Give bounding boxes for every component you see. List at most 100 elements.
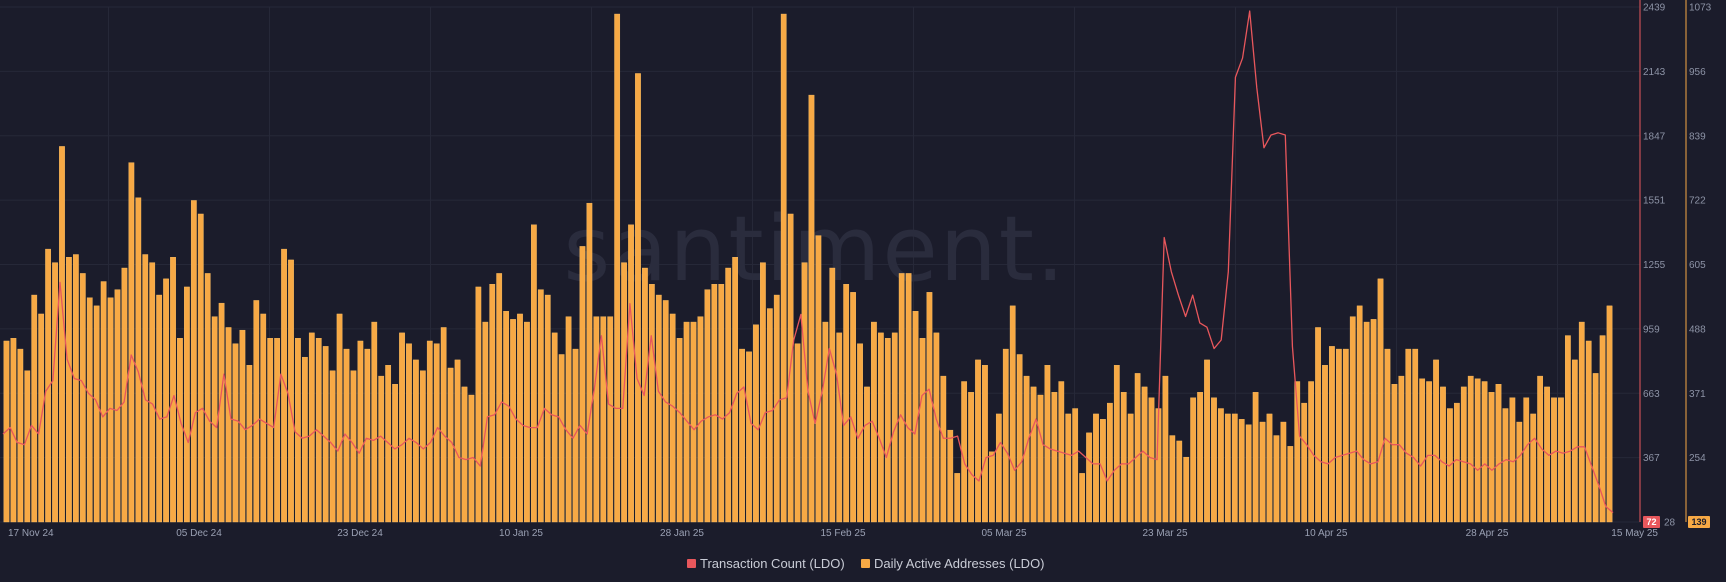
daa-bar[interactable]	[586, 202, 593, 523]
daa-bar[interactable]	[565, 316, 572, 523]
daa-bar[interactable]	[1599, 335, 1606, 523]
daa-bar[interactable]	[1488, 392, 1495, 523]
daa-bar[interactable]	[66, 257, 72, 523]
daa-bar[interactable]	[1558, 397, 1564, 523]
daa-bar[interactable]	[1495, 384, 1502, 523]
daa-bar[interactable]	[1585, 340, 1592, 523]
daa-bar[interactable]	[503, 311, 509, 523]
daa-bar[interactable]	[288, 259, 294, 523]
daa-bar[interactable]	[1287, 446, 1294, 523]
daa-bar[interactable]	[753, 324, 759, 523]
daa-bar[interactable]	[1190, 397, 1197, 523]
daa-bar[interactable]	[475, 286, 482, 523]
daa-bar[interactable]	[378, 375, 385, 523]
daa-bar[interactable]	[683, 321, 690, 523]
daa-bar[interactable]	[1197, 392, 1203, 523]
daa-bar[interactable]	[1391, 384, 1398, 523]
daa-bar[interactable]	[551, 332, 558, 523]
daa-bar[interactable]	[170, 257, 176, 523]
daa-bar[interactable]	[1502, 408, 1509, 523]
daa-bar[interactable]	[1079, 473, 1085, 523]
daa-bar[interactable]	[510, 319, 516, 523]
daa-bar[interactable]	[544, 294, 551, 523]
daa-bar[interactable]	[1419, 378, 1426, 523]
daa-bar[interactable]	[1571, 359, 1578, 523]
daa-bar[interactable]	[794, 343, 801, 523]
daa-bar[interactable]	[524, 321, 530, 523]
daa-bar[interactable]	[732, 257, 739, 523]
daa-bar[interactable]	[898, 273, 905, 523]
daa-bar[interactable]	[857, 343, 863, 523]
daa-bar[interactable]	[433, 343, 440, 523]
daa-bar[interactable]	[1120, 392, 1127, 523]
daa-bar[interactable]	[399, 332, 405, 523]
daa-bar[interactable]	[773, 294, 780, 523]
daa-bar[interactable]	[1218, 408, 1224, 523]
daa-bar[interactable]	[1169, 435, 1176, 523]
daa-bar[interactable]	[45, 248, 51, 523]
daa-bar[interactable]	[1370, 319, 1377, 523]
daa-bar[interactable]	[968, 392, 974, 523]
daa-bar[interactable]	[1322, 365, 1328, 523]
daa-bar[interactable]	[1606, 305, 1613, 523]
daa-bar[interactable]	[357, 340, 364, 523]
daa-bar[interactable]	[1481, 381, 1488, 523]
daa-bar[interactable]	[1273, 435, 1280, 523]
daa-bar[interactable]	[864, 386, 870, 523]
daa-bar[interactable]	[1148, 397, 1155, 523]
daa-bar[interactable]	[579, 246, 586, 523]
daa-bar[interactable]	[954, 473, 961, 523]
daa-bar[interactable]	[1412, 348, 1419, 523]
daa-bar[interactable]	[607, 316, 614, 523]
daa-bar[interactable]	[253, 300, 260, 523]
daa-bar[interactable]	[1280, 421, 1287, 523]
daa-bar[interactable]	[406, 343, 412, 523]
daa-bar[interactable]	[1530, 413, 1537, 523]
daa-bar[interactable]	[648, 284, 655, 523]
daa-bar[interactable]	[426, 340, 433, 523]
daa-bar[interactable]	[1113, 365, 1120, 523]
daa-bar[interactable]	[225, 327, 232, 523]
daa-bar[interactable]	[829, 267, 836, 523]
daa-bar[interactable]	[1460, 386, 1467, 523]
daa-bar[interactable]	[295, 338, 301, 523]
daa-bar[interactable]	[989, 451, 995, 523]
daa-bar[interactable]	[454, 359, 461, 523]
daa-bar[interactable]	[628, 224, 634, 523]
daa-bar[interactable]	[725, 267, 732, 523]
daa-bar[interactable]	[1329, 346, 1335, 523]
daa-bar[interactable]	[364, 348, 371, 523]
daa-bar[interactable]	[1516, 421, 1523, 523]
daa-bar[interactable]	[1301, 402, 1308, 523]
daa-bar[interactable]	[1072, 408, 1079, 523]
daa-bar[interactable]	[718, 284, 725, 523]
daa-bar[interactable]	[1086, 432, 1092, 523]
daa-bar[interactable]	[982, 365, 988, 523]
daa-bar[interactable]	[371, 321, 378, 523]
daa-bar[interactable]	[1211, 397, 1217, 523]
daa-bar[interactable]	[746, 351, 752, 523]
daa-bar[interactable]	[246, 365, 253, 523]
daa-bar[interactable]	[142, 254, 149, 523]
daa-bar[interactable]	[662, 300, 669, 523]
daa-bar[interactable]	[274, 338, 280, 523]
daa-bar[interactable]	[302, 356, 308, 523]
daa-bar[interactable]	[1134, 373, 1141, 523]
daa-bar[interactable]	[163, 278, 169, 523]
daa-bar[interactable]	[128, 162, 135, 523]
daa-bar[interactable]	[211, 316, 218, 523]
daa-bar[interactable]	[1231, 413, 1238, 523]
daa-bar[interactable]	[1523, 397, 1530, 523]
daa-bar[interactable]	[121, 267, 128, 523]
daa-bar[interactable]	[1349, 316, 1356, 523]
daa-bar[interactable]	[177, 338, 183, 523]
daa-bar[interactable]	[1294, 381, 1301, 523]
daa-bar[interactable]	[1336, 348, 1342, 523]
daa-bar[interactable]	[336, 313, 343, 523]
daa-bar[interactable]	[704, 289, 711, 523]
daa-bar[interactable]	[1224, 413, 1231, 523]
daa-bar[interactable]	[940, 375, 947, 523]
daa-bar[interactable]	[482, 321, 489, 523]
daa-bar[interactable]	[808, 94, 815, 523]
daa-bar[interactable]	[572, 348, 579, 523]
